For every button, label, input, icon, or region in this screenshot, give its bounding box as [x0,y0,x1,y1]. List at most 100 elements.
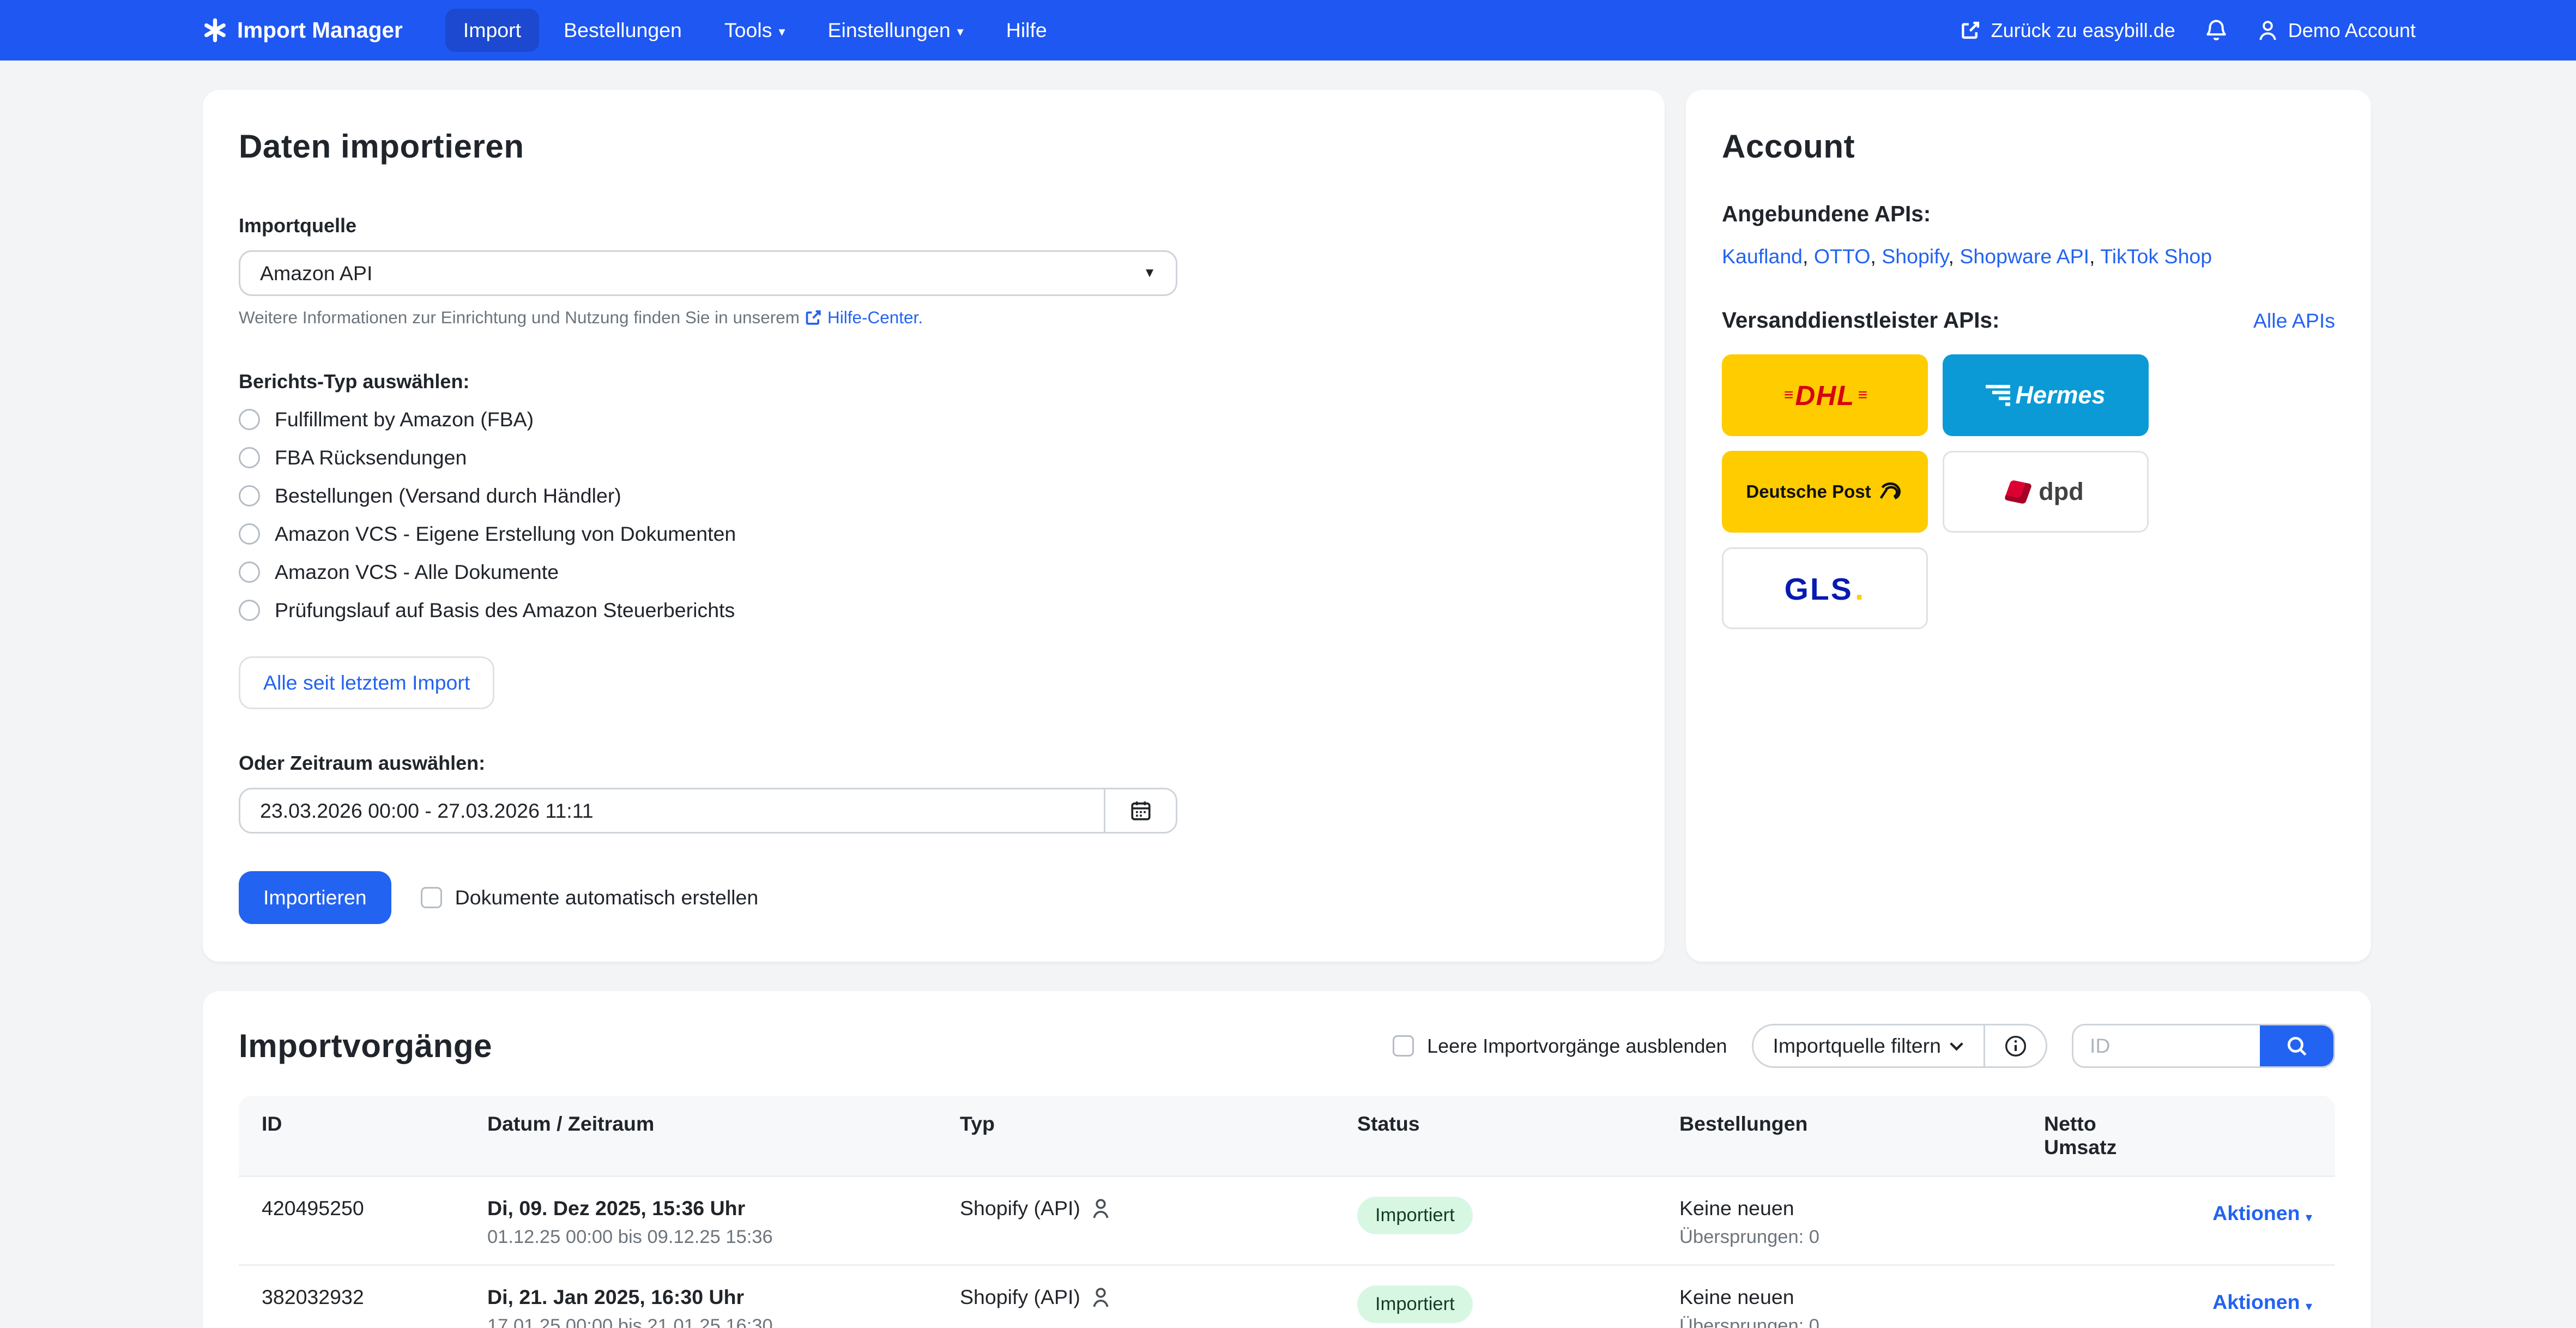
connected-apis-links: Kaufland OTTO Shopify Shopware API TikTo… [1722,245,2335,268]
carrier-tile-dhl[interactable]: ≡DHL≡ [1722,354,1928,436]
radio-icon [239,562,260,583]
notifications-button[interactable] [2205,18,2228,43]
nav-item-bestellungen[interactable]: Bestellungen [546,9,700,52]
table-row: 382032932 Di, 21. Jan 2025, 16:30 Uhr 17… [239,1264,2335,1328]
report-type-label: Berichts-Typ auswählen: [239,370,1629,393]
source-helper: Weitere Informationen zur Einrichtung un… [239,307,1629,328]
content: Daten importieren Importquelle Amazon AP… [0,61,2576,1328]
account-menu[interactable]: Demo Account [2257,19,2416,42]
date-range-group: 23.03.2026 00:00 - 27.03.2026 11:11 [239,788,1177,834]
col-actions [2165,1112,2312,1159]
imports-title: Importvorgänge [239,1027,492,1065]
search-id-input[interactable] [2073,1025,2260,1066]
info-icon [2004,1035,2027,1058]
api-link-shopware[interactable]: Shopware API [1960,245,2100,268]
nav-item-einstellungen[interactable]: Einstellungen▾ [810,9,982,52]
chevron-down-icon: ▼ [1143,265,1156,281]
radio-tax-report-check[interactable]: Prüfungslauf auf Basis des Amazon Steuer… [239,599,1629,622]
range-label: Oder Zeitraum auswählen: [239,752,1629,775]
col-orders: Bestellungen [1679,1112,2044,1159]
date-range-input[interactable]: 23.03.2026 00:00 - 27.03.2026 11:11 [240,789,1104,832]
carrier-tile-hermes[interactable]: Hermes [1943,354,2149,436]
actions-dropdown[interactable]: Aktionen ▾ [2212,1290,2312,1313]
nav-right: Zurück zu easybill.de Demo Account [1960,18,2416,43]
chevron-down-icon: ▾ [957,26,964,39]
search-group [2072,1024,2335,1068]
page: Import Manager Import Bestellungen Tools… [0,0,2576,1328]
table-row: 420495250 Di, 09. Dez 2025, 15:36 Uhr 01… [239,1175,2335,1264]
filter-info-button[interactable] [1985,1025,2046,1066]
api-link-shopify[interactable]: Shopify [1882,245,1960,268]
row-status: Importiert [1357,1285,1679,1323]
radio-fba[interactable]: Fulfillment by Amazon (FBA) [239,408,1629,431]
carrier-tile-dpd[interactable]: dpd [1943,451,2149,533]
deutsche-post-logo: Deutsche Post [1746,480,1903,503]
carrier-tile-deutsche-post[interactable]: Deutsche Post [1722,451,1928,533]
import-source-select[interactable]: Amazon API ▼ [239,250,1177,296]
star-logo-icon [203,18,227,43]
all-apis-link[interactable]: Alle APIs [2253,309,2335,333]
import-card: Daten importieren Importquelle Amazon AP… [203,90,1665,962]
status-badge: Importiert [1357,1285,1473,1323]
radio-vcs-own-documents[interactable]: Amazon VCS - Eigene Erstellung von Dokum… [239,522,1629,546]
table-header: ID Datum / Zeitraum Typ Status Bestellun… [239,1096,2335,1175]
import-source-filter-dropdown[interactable]: Importquelle filtern [1753,1025,1984,1066]
dpd-logo: dpd [2007,478,2083,506]
nav-item-hilfe[interactable]: Hilfe [988,9,1065,52]
api-link-kaufland[interactable]: Kaufland [1722,245,1814,268]
radio-icon [239,485,260,506]
checkbox-icon [1393,1035,1414,1057]
col-date: Datum / Zeitraum [487,1112,960,1159]
chevron-down-icon: ▾ [778,26,785,39]
hide-empty-imports-checkbox[interactable]: Leere Importvorgänge ausblenden [1393,1035,1727,1058]
dhl-stripes-icon: ≡ [1784,386,1792,405]
calendar-button[interactable] [1104,789,1176,832]
page-title: Daten importieren [239,128,1629,165]
api-link-otto[interactable]: OTTO [1814,245,1882,268]
row-date: Di, 21. Jan 2025, 16:30 Uhr 17.01.25 00:… [487,1285,960,1328]
status-badge: Importiert [1357,1197,1473,1234]
radio-merchant-orders[interactable]: Bestellungen (Versand durch Händler) [239,484,1629,508]
report-type-radios: Fulfillment by Amazon (FBA) FBA Rücksend… [239,408,1629,622]
nav-item-import[interactable]: Import [445,9,539,52]
external-return-icon [1960,20,1981,41]
actions-dropdown[interactable]: Aktionen ▾ [2212,1202,2312,1224]
imports-card: Importvorgänge Leere Importvorgänge ausb… [203,991,2371,1328]
chevron-down-icon: ▾ [2306,1299,2312,1314]
chevron-down-icon: ▾ [2306,1210,2312,1225]
carrier-tiles: ≡DHL≡ Hermes Deutsche Post [1722,354,2335,629]
back-to-easybill-link[interactable]: Zurück zu easybill.de [1960,19,2175,42]
radio-vcs-all-documents[interactable]: Amazon VCS - Alle Dokumente [239,560,1629,584]
carrier-tile-gls[interactable]: GLS. [1722,547,1928,629]
col-id: ID [262,1112,487,1159]
row-status: Importiert [1357,1197,1679,1234]
row-id: 420495250 [262,1197,487,1220]
row-orders: Keine neuen Übersprungen: 0 [1679,1285,2044,1328]
since-last-import-button[interactable]: Alle seit letztem Import [239,656,494,709]
nav-items: Import Bestellungen Tools▾ Einstellungen… [445,9,1065,52]
search-icon [2285,1035,2308,1058]
row-actions: Aktionen ▾ [2165,1285,2312,1315]
radio-icon [239,409,260,430]
brand[interactable]: Import Manager [203,17,403,43]
row-actions: Aktionen ▾ [2165,1197,2312,1227]
api-link-tiktok[interactable]: TikTok Shop [2100,245,2212,268]
imports-table: ID Datum / Zeitraum Typ Status Bestellun… [239,1096,2335,1328]
source-label: Importquelle [239,214,1629,237]
col-status: Status [1357,1112,1679,1159]
auto-create-documents-checkbox[interactable]: Dokumente automatisch erstellen [421,886,759,909]
row-type: Shopify (API) [960,1197,1357,1220]
checkbox-icon [421,887,442,908]
nav-item-tools[interactable]: Tools▾ [706,9,803,52]
radio-icon [239,600,260,621]
row-orders: Keine neuen Übersprungen: 0 [1679,1197,2044,1248]
radio-fba-returns[interactable]: FBA Rücksendungen [239,446,1629,469]
bell-icon [2205,18,2228,43]
import-button[interactable]: Importieren [239,871,391,924]
dhl-logo: ≡DHL≡ [1784,379,1866,412]
help-center-link[interactable]: Hilfe-Center. [827,307,923,328]
search-button[interactable] [2260,1025,2333,1066]
account-card: Account Angebundene APIs: Kaufland OTTO … [1686,90,2371,962]
row-type: Shopify (API) [960,1285,1357,1309]
connected-apis-label: Angebundene APIs: [1722,201,2335,227]
